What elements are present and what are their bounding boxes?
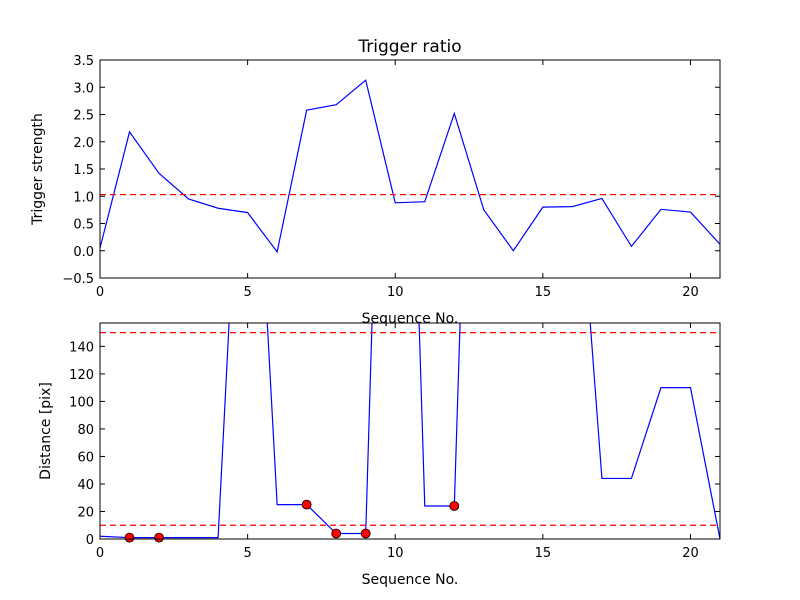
top-chart: 0 5 10 15 20 −0.5 0.0 0.5 1.0 1.5 2.0 2.5 3.0 3.5 Sequ… <box>30 37 721 327</box>
top-ytick-label-5: 2.0 <box>73 136 94 151</box>
bottom-chart: 0 5 10 15 20 0 20 40 60 80 100 120 140 Sequence No. Di… <box>38 322 721 588</box>
bottom-xaxis-label: Sequence No. <box>362 572 459 588</box>
top-yaxis-label: Trigger strength <box>30 113 46 226</box>
bottom-ytick-label-6: 120 <box>69 368 94 383</box>
top-xaxis-label: Sequence No. <box>362 311 459 327</box>
bottom-marker-5 <box>449 501 460 511</box>
bottom-marker-1 <box>154 532 164 543</box>
top-ytick-label-4: 1.5 <box>73 163 94 178</box>
top-ytick-label-0: −0.5 <box>62 272 94 287</box>
top-xtick-label-2: 10 <box>387 285 404 300</box>
bottom-xtick-label-4: 20 <box>682 546 699 561</box>
bottom-axes-frame <box>99 322 721 540</box>
bottom-xtick-label-1: 5 <box>243 546 251 561</box>
top-ytick-label-8: 3.5 <box>73 54 94 69</box>
bottom-marker-4 <box>360 528 371 539</box>
bottom-yaxis-label: Distance [pix] <box>38 382 54 480</box>
top-xtick-label-1: 5 <box>243 285 251 300</box>
bottom-series-line-0 <box>100 323 720 539</box>
top-ytick-label-6: 2.5 <box>73 109 94 124</box>
bottom-marker-3 <box>331 528 342 539</box>
bottom-ytick-label-0: 0 <box>86 533 94 548</box>
top-ytick-label-1: 0.0 <box>73 245 94 260</box>
bottom-ytick-label-5: 100 <box>69 395 94 410</box>
top-chart-title: Trigger ratio <box>357 37 461 57</box>
top-ytick-label-3: 1.0 <box>73 190 94 205</box>
top-ytick-label-2: 0.5 <box>73 218 94 233</box>
top-xtick-label-3: 15 <box>535 285 552 300</box>
bottom-ytick-label-1: 20 <box>77 505 94 520</box>
bottom-ytick-label-4: 80 <box>77 423 94 438</box>
top-xtick-label-0: 0 <box>96 285 104 300</box>
bottom-marker-2 <box>301 499 312 510</box>
top-series-line-0 <box>100 79 720 254</box>
top-axes-frame <box>99 59 721 279</box>
bottom-xtick-label-0: 0 <box>96 546 104 561</box>
top-xtick-label-4: 20 <box>682 285 699 300</box>
bottom-xtick-label-3: 15 <box>535 546 552 561</box>
bottom-ytick-label-7: 140 <box>69 340 94 355</box>
bottom-xtick-label-2: 10 <box>387 546 404 561</box>
bottom-marker-0 <box>124 532 135 543</box>
bottom-ytick-label-3: 60 <box>77 450 94 465</box>
top-ytick-label-7: 3.0 <box>73 81 94 96</box>
bottom-ytick-label-2: 40 <box>77 478 94 493</box>
